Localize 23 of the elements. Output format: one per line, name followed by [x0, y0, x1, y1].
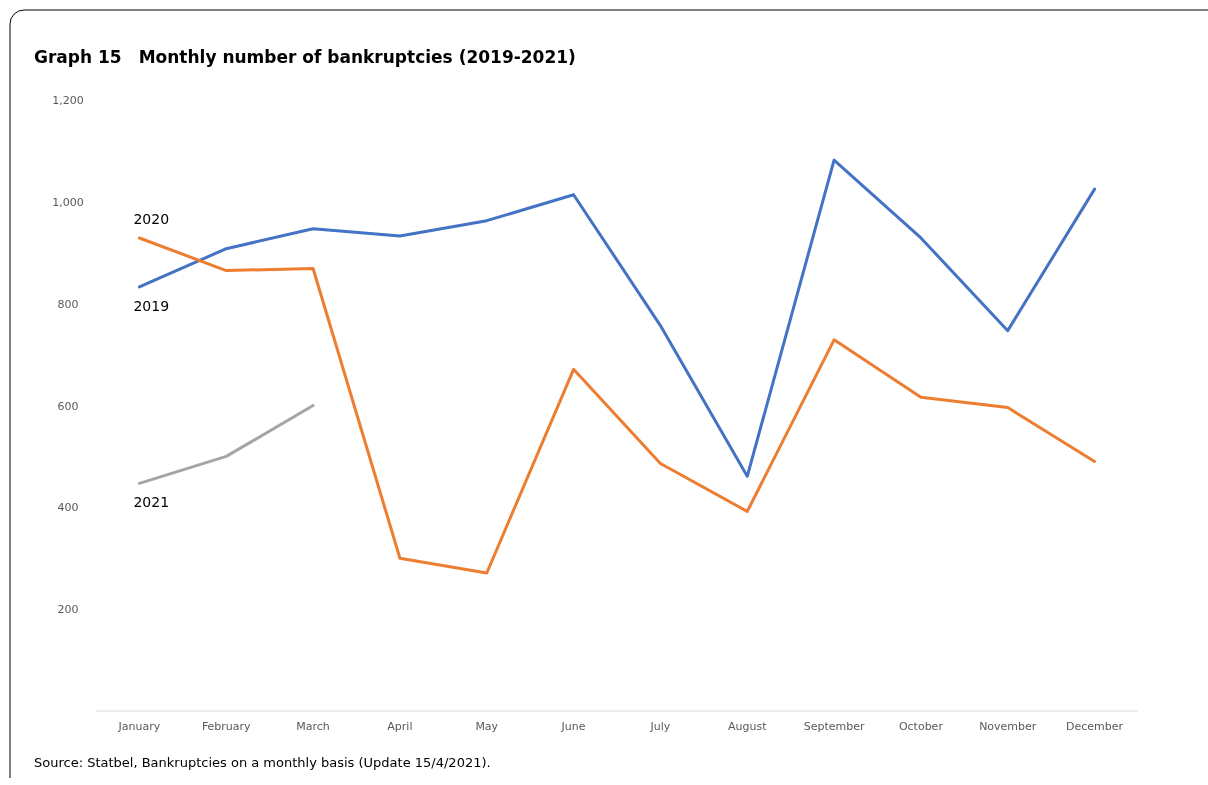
x-tick-label: March: [296, 720, 330, 733]
y-tick-label: 800: [57, 297, 79, 311]
y-tick-label: 600: [57, 399, 79, 413]
x-tick-label: January: [117, 720, 161, 733]
source-note: Source: Statbel, Bankruptcies on a monthly basis (Update 15/4/2021).: [34, 755, 491, 770]
x-tick-label: May: [475, 720, 499, 733]
x-tick-label: August: [728, 720, 768, 733]
chart-title: Graph 15 Monthly number of bankruptcies (2019-2021): [34, 47, 576, 67]
y-tick-label: 1,200: [52, 94, 84, 107]
y-tick-label: 200: [57, 603, 79, 617]
x-tick-label: October: [898, 720, 944, 733]
x-tick-label: November: [979, 720, 1037, 733]
x-tick-label: February: [201, 720, 252, 733]
x-tick-label: December: [1066, 720, 1124, 733]
x-tick-label: September: [803, 720, 865, 733]
y-tick-label: 400: [57, 501, 79, 515]
series-label: 2019: [133, 297, 170, 314]
series-label: 2020: [133, 210, 170, 227]
x-tick-label: July: [649, 720, 671, 733]
x-tick-label: June: [560, 720, 586, 733]
series-label: 2021: [133, 494, 170, 511]
y-tick-label: 1,000: [52, 195, 84, 209]
x-tick-label: April: [387, 720, 413, 733]
